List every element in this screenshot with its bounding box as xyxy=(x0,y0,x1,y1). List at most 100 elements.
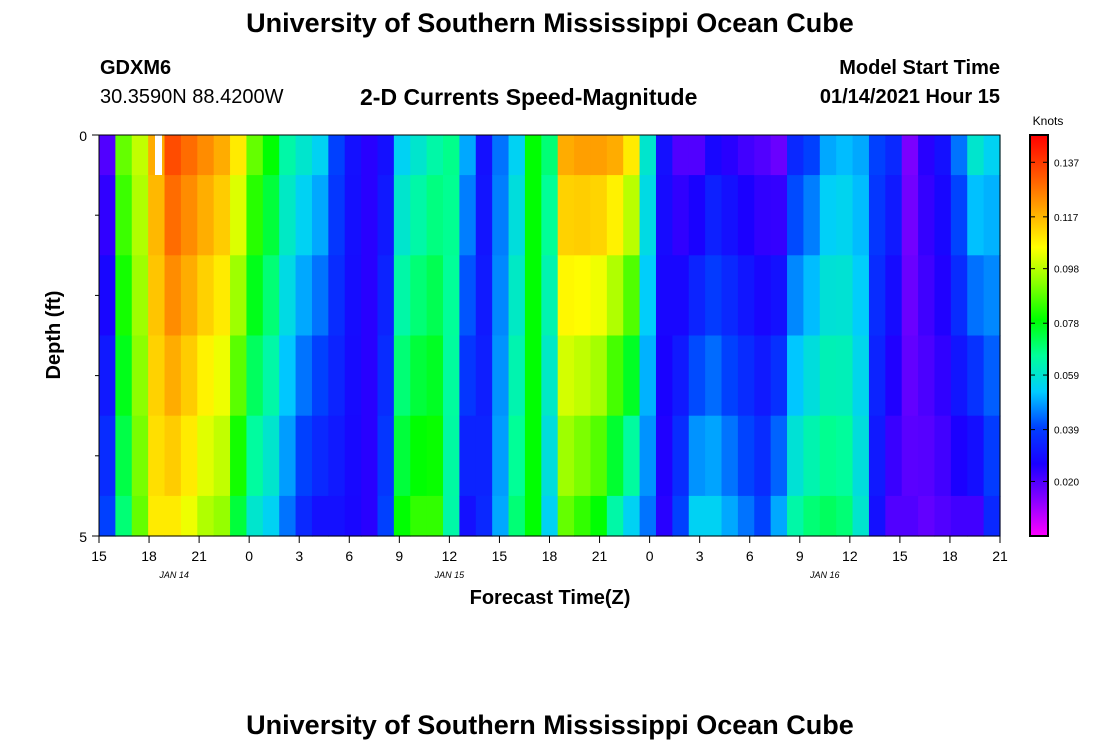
heatmap-cell xyxy=(901,415,919,497)
heatmap-cell xyxy=(377,135,395,176)
heatmap-cell xyxy=(426,175,444,256)
heatmap-cell xyxy=(950,175,968,256)
heatmap-cell xyxy=(967,495,985,537)
heatmap-cell xyxy=(279,415,297,497)
heatmap-cell xyxy=(623,135,641,176)
model-start-value: 01/14/2021 Hour 15 xyxy=(819,86,1000,108)
heatmap-cell xyxy=(934,415,952,497)
heatmap-cell xyxy=(443,255,460,337)
heatmap-cell xyxy=(819,135,837,176)
heatmap-cell xyxy=(426,495,444,537)
heatmap-cell xyxy=(131,335,149,417)
heatmap-cell xyxy=(803,495,821,537)
heatmap-cell xyxy=(115,255,133,337)
heatmap-cell xyxy=(443,335,460,417)
heatmap-cell xyxy=(754,255,772,337)
heatmap-cell xyxy=(623,495,641,537)
heatmap-cell xyxy=(295,415,313,497)
heatmap-cell xyxy=(918,415,936,497)
station-id: GDXM6 xyxy=(100,57,172,79)
heatmap-cell xyxy=(213,335,231,417)
heatmap-cell xyxy=(983,495,1001,537)
heatmap-cell xyxy=(819,495,837,537)
heatmap-cell xyxy=(852,135,870,176)
heatmap-cell xyxy=(606,335,624,417)
heatmap-cell xyxy=(950,335,968,417)
heatmap-cell xyxy=(361,175,379,256)
heatmap-cell xyxy=(901,135,919,176)
heatmap-cell xyxy=(410,335,428,417)
heatmap-cell xyxy=(344,175,362,256)
heatmap-cell xyxy=(606,175,624,256)
heatmap-cell xyxy=(443,135,460,176)
heatmap-cell xyxy=(918,335,936,417)
heatmap-cell xyxy=(688,175,706,256)
heatmap-cell xyxy=(983,135,1001,176)
heatmap-cell xyxy=(721,335,739,417)
colorbar-tick-label: 0.098 xyxy=(1054,265,1079,276)
heatmap-cell xyxy=(705,255,723,337)
heatmap-cell xyxy=(754,415,772,497)
heatmap-cell xyxy=(787,135,805,176)
heatmap-cell xyxy=(164,255,182,337)
heatmap-cell xyxy=(721,415,739,497)
heatmap-cell xyxy=(492,135,510,176)
heatmap-cell xyxy=(737,415,755,497)
heatmap-cell xyxy=(426,255,444,337)
heatmap-cell xyxy=(131,135,149,176)
heatmap-cell xyxy=(99,135,116,176)
heatmap-cell xyxy=(737,255,755,337)
heatmap-cell xyxy=(213,415,231,497)
heatmap-cell xyxy=(508,335,526,417)
heatmap-cell xyxy=(590,135,608,176)
heatmap-cell xyxy=(492,335,510,417)
x-tick-label: 21 xyxy=(191,548,207,564)
heatmap-cell xyxy=(623,415,641,497)
heatmap-cell xyxy=(148,255,166,337)
heatmap-cell xyxy=(426,335,444,417)
x-tick-label: 18 xyxy=(942,548,958,564)
heatmap-cell xyxy=(754,335,772,417)
heatmap-cell xyxy=(443,415,460,497)
heatmap-cell xyxy=(868,415,886,497)
heatmap-cell xyxy=(197,135,215,176)
heatmap-cell xyxy=(541,175,559,256)
heatmap-cell xyxy=(901,335,919,417)
heatmap-cell xyxy=(983,175,1001,256)
heatmap-cell xyxy=(868,135,886,176)
heatmap-cell xyxy=(918,135,936,176)
heatmap-cell xyxy=(230,135,248,176)
heatmap-cell xyxy=(688,255,706,337)
heatmap-cell xyxy=(819,335,837,417)
heatmap-cell xyxy=(377,255,395,337)
x-tick-label: 6 xyxy=(345,548,353,564)
heatmap-cell xyxy=(623,335,641,417)
heatmap-cell xyxy=(164,335,182,417)
heatmap-cell xyxy=(770,255,788,337)
heatmap-cell xyxy=(377,415,395,497)
heatmap-cell xyxy=(967,135,985,176)
heatmap-cell xyxy=(361,255,379,337)
heatmap-cell xyxy=(541,415,559,497)
heatmap-cell xyxy=(246,495,264,537)
heatmap-cell xyxy=(180,415,198,497)
heatmap-cell xyxy=(672,135,690,176)
heatmap-cell xyxy=(524,175,542,256)
heatmap-cell xyxy=(459,255,477,337)
heatmap-cell xyxy=(262,175,280,256)
heatmap-cell xyxy=(213,175,231,256)
heatmap-cell xyxy=(688,415,706,497)
heatmap-cell xyxy=(705,335,723,417)
heatmap-cell xyxy=(574,335,592,417)
x-tick-label: 15 xyxy=(91,548,107,564)
heatmap-cell xyxy=(262,135,280,176)
heatmap-cell xyxy=(311,415,329,497)
heatmap-cell xyxy=(131,495,149,537)
heatmap-cell xyxy=(606,135,624,176)
heatmap-cell xyxy=(475,415,493,497)
heatmap-cell xyxy=(606,495,624,537)
heatmap-cell xyxy=(901,495,919,537)
heatmap-cell xyxy=(819,255,837,337)
plot-title: 2-D Currents Speed-Magnitude xyxy=(360,84,698,110)
